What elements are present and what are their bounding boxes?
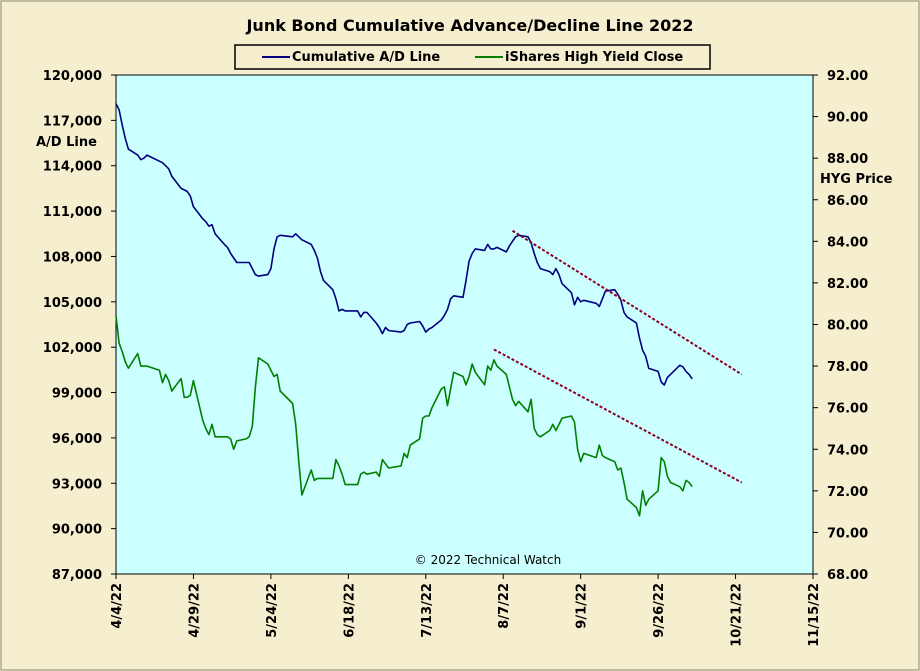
ad-line-series <box>115 103 693 386</box>
plot-area <box>115 74 814 575</box>
left-axis-tick-label: 111,000 <box>43 205 102 220</box>
hyg-trendline <box>493 348 743 484</box>
left-axis-label: A/D Line <box>36 135 97 150</box>
right-axis-tick-label: 76.00 <box>827 402 868 417</box>
x-axis: 4/4/22 4/29/22 5/24/22 6/18/22 7/13/22 8/7/22… <box>110 574 822 647</box>
left-axis-tick-label: 117,000 <box>43 114 102 129</box>
left-axis-tick-label: 90,000 <box>52 523 102 538</box>
right-axis: 92.00 90.00 88.00 86.00 84.00 82.00 80.00 78.00… <box>813 69 868 583</box>
watermark-text: © 2022 Technical Watch <box>415 553 561 567</box>
left-axis-tick-label: 87,000 <box>52 568 102 583</box>
left-axis-tick-label: 93,000 <box>52 477 102 492</box>
left-axis-tick-label: 96,000 <box>52 432 102 447</box>
right-axis-tick-label: 84.00 <box>827 235 868 250</box>
x-axis-tick-label: 11/15/22 <box>807 583 822 647</box>
left-axis-tick-label: 108,000 <box>43 250 102 265</box>
x-axis-tick-label: 10/21/22 <box>730 583 745 647</box>
right-axis-tick-label: 72.00 <box>827 485 868 500</box>
legend-label-ad-line: Cumulative A/D Line <box>292 50 440 65</box>
left-axis-tick-label: 99,000 <box>52 387 102 402</box>
legend-label-hyg: iShares High Yield Close <box>505 50 683 65</box>
x-axis-tick-label: 4/4/22 <box>110 583 125 629</box>
right-axis-tick-label: 70.00 <box>827 526 868 541</box>
right-axis-tick-label: 74.00 <box>827 443 868 458</box>
right-axis-tick-label: 86.00 <box>827 194 868 209</box>
legend: Cumulative A/D Line iShares High Yield C… <box>234 44 711 70</box>
right-axis-tick-label: 78.00 <box>827 360 868 375</box>
x-axis-tick-label: 9/1/22 <box>575 583 590 629</box>
x-axis-tick-label: 6/18/22 <box>342 583 357 638</box>
x-axis-tick-label: 8/7/22 <box>497 583 512 629</box>
left-axis-tick-label: 105,000 <box>43 296 102 311</box>
x-axis-tick-label: 5/24/22 <box>265 583 280 638</box>
x-axis-tick-label: 4/29/22 <box>187 583 202 638</box>
right-axis-tick-label: 82.00 <box>827 277 868 292</box>
left-axis-tick-label: 114,000 <box>43 160 102 175</box>
right-axis-tick-label: 92.00 <box>827 69 868 84</box>
right-axis-tick-label: 68.00 <box>827 568 868 583</box>
right-axis-tick-label: 90.00 <box>827 111 868 126</box>
ad-line-trendline <box>511 229 743 376</box>
left-axis-tick-label: 102,000 <box>43 341 102 356</box>
chart-title: Junk Bond Cumulative Advance/Decline Lin… <box>245 16 693 35</box>
left-axis: 120,000 117,000 114,000 111,000 108,000 105,0… <box>43 69 116 583</box>
series-layer <box>115 103 743 517</box>
right-axis-tick-label: 88.00 <box>827 152 868 167</box>
legend-box <box>234 44 711 70</box>
left-axis-tick-label: 120,000 <box>43 69 102 84</box>
x-axis-tick-label: 9/26/22 <box>652 583 667 638</box>
x-axis-tick-label: 7/13/22 <box>420 583 435 638</box>
right-axis-label: HYG Price <box>820 172 893 187</box>
right-axis-tick-label: 80.00 <box>827 319 868 334</box>
hyg-close-series <box>115 316 693 517</box>
